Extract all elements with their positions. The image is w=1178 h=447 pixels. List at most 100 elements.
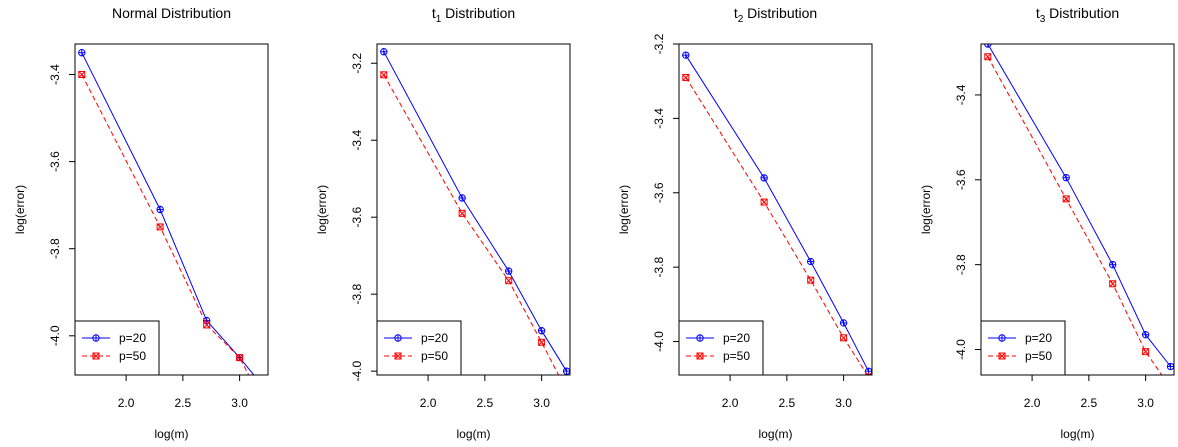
data-point-p20 xyxy=(156,205,164,214)
point-cross-b xyxy=(807,276,815,284)
point-cross-b xyxy=(458,209,466,217)
legend-marker-p20 xyxy=(92,334,100,342)
chart-panel-1: Normal Distribution log(m) log(error) 2.0 2.… xyxy=(13,5,269,441)
data-point-p50 xyxy=(262,402,268,408)
legend-label-p20: p=20 xyxy=(119,331,146,345)
legend: p=20 p=50 xyxy=(980,320,1066,376)
point-cross-b xyxy=(236,354,243,361)
data-point-p50 xyxy=(203,321,211,329)
series-line-p50 xyxy=(81,74,250,375)
data-point-p20 xyxy=(537,327,546,335)
plot-area xyxy=(78,49,268,408)
point-square xyxy=(1168,385,1174,391)
point-square xyxy=(156,223,164,231)
point-square xyxy=(394,352,402,360)
y-tick-label: -3.6 xyxy=(954,169,968,190)
chart-title: t2 Distribution xyxy=(734,5,817,25)
data-point-p50 xyxy=(807,276,815,284)
x-tick-label: 2.5 xyxy=(175,396,192,410)
series-line-p20 xyxy=(987,44,1171,367)
point-square xyxy=(1062,195,1070,203)
data-point-p50 xyxy=(760,198,768,206)
point-cross-a xyxy=(262,402,268,408)
legend-marker-p50 xyxy=(696,352,704,360)
point-cross-b xyxy=(984,53,992,61)
legend: p=20 p=50 xyxy=(376,320,462,376)
x-tick-label: 3.0 xyxy=(533,396,550,410)
plot-frame xyxy=(678,43,873,376)
y-tick-label: -3.2 xyxy=(350,53,364,74)
point-square xyxy=(92,352,100,360)
data-point-p50 xyxy=(682,73,690,81)
point-square xyxy=(203,321,211,329)
y-tick-label: -3.6 xyxy=(652,182,666,203)
data-point-p20 xyxy=(1166,362,1174,371)
point-cross-b xyxy=(203,321,211,329)
point-square xyxy=(760,198,768,206)
point-square xyxy=(262,402,268,408)
y-tick-label: -3.4 xyxy=(954,84,968,105)
x-tick-label: 3.0 xyxy=(231,396,248,410)
x-tick-label: 2.5 xyxy=(779,396,796,410)
data-point-p20 xyxy=(1062,173,1070,182)
point-square xyxy=(1142,348,1150,356)
y-tick-label: -3.4 xyxy=(350,130,364,151)
point-square xyxy=(78,70,86,78)
x-tick-label: 3.0 xyxy=(1137,396,1154,410)
point-cross-b xyxy=(1142,348,1149,356)
plot-frame xyxy=(74,43,269,376)
legend-label-p20: p=20 xyxy=(723,331,750,345)
legend-label-p20: p=20 xyxy=(1025,331,1052,345)
y-tick-label: -3.6 xyxy=(350,207,364,228)
data-point-p20 xyxy=(458,194,466,202)
y-axis-label: log(error) xyxy=(315,185,329,234)
legend-box xyxy=(678,320,764,376)
data-point-p50 xyxy=(505,277,513,285)
data-point-p50 xyxy=(564,387,570,393)
point-cross-a xyxy=(1168,385,1174,391)
data-point-p20 xyxy=(760,174,768,182)
point-square xyxy=(998,352,1006,360)
legend-marker-p50 xyxy=(394,352,402,360)
x-tick-label: 2.0 xyxy=(1024,396,1041,410)
y-tick-label: -3.8 xyxy=(350,284,364,305)
legend-box xyxy=(376,320,462,376)
x-tick-label: 2.5 xyxy=(477,396,494,410)
y-tick-label: -4.0 xyxy=(48,325,62,346)
point-square xyxy=(807,276,815,284)
point-cross-b xyxy=(78,71,86,78)
legend: p=20 p=50 xyxy=(678,320,764,376)
legend-label-p50: p=50 xyxy=(723,349,750,363)
y-tick-label: -3.8 xyxy=(954,254,968,275)
point-cross-b xyxy=(840,334,847,342)
y-tick-label: -4.0 xyxy=(652,331,666,352)
point-square xyxy=(380,71,388,79)
data-point-p20 xyxy=(380,47,388,56)
y-tick-label: -3.6 xyxy=(48,151,62,172)
point-square xyxy=(840,334,848,342)
legend-label-p50: p=50 xyxy=(119,349,146,363)
series-line-p50 xyxy=(685,77,868,375)
x-axis-label: log(m) xyxy=(154,427,188,441)
point-cross-b xyxy=(262,402,268,408)
point-cross-b xyxy=(505,277,513,285)
point-square xyxy=(865,373,872,375)
data-point-p50 xyxy=(458,209,466,217)
x-axis-label: log(m) xyxy=(758,427,792,441)
y-tick-label: -3.8 xyxy=(652,256,666,277)
point-square xyxy=(1109,280,1117,288)
data-point-p50 xyxy=(380,71,388,79)
legend-label-p50: p=50 xyxy=(421,349,448,363)
data-point-p20 xyxy=(1108,260,1117,269)
point-square xyxy=(984,53,992,61)
point-square xyxy=(682,73,690,81)
data-point-p50 xyxy=(1142,348,1150,356)
point-cross-b xyxy=(156,223,164,231)
data-point-p50 xyxy=(1168,385,1174,391)
point-cross-b xyxy=(760,198,768,206)
x-tick-label: 3.0 xyxy=(835,396,852,410)
data-point-p20 xyxy=(261,385,267,391)
x-axis-label: log(m) xyxy=(456,427,490,441)
legend-box xyxy=(980,320,1066,376)
data-point-p20 xyxy=(806,257,815,266)
